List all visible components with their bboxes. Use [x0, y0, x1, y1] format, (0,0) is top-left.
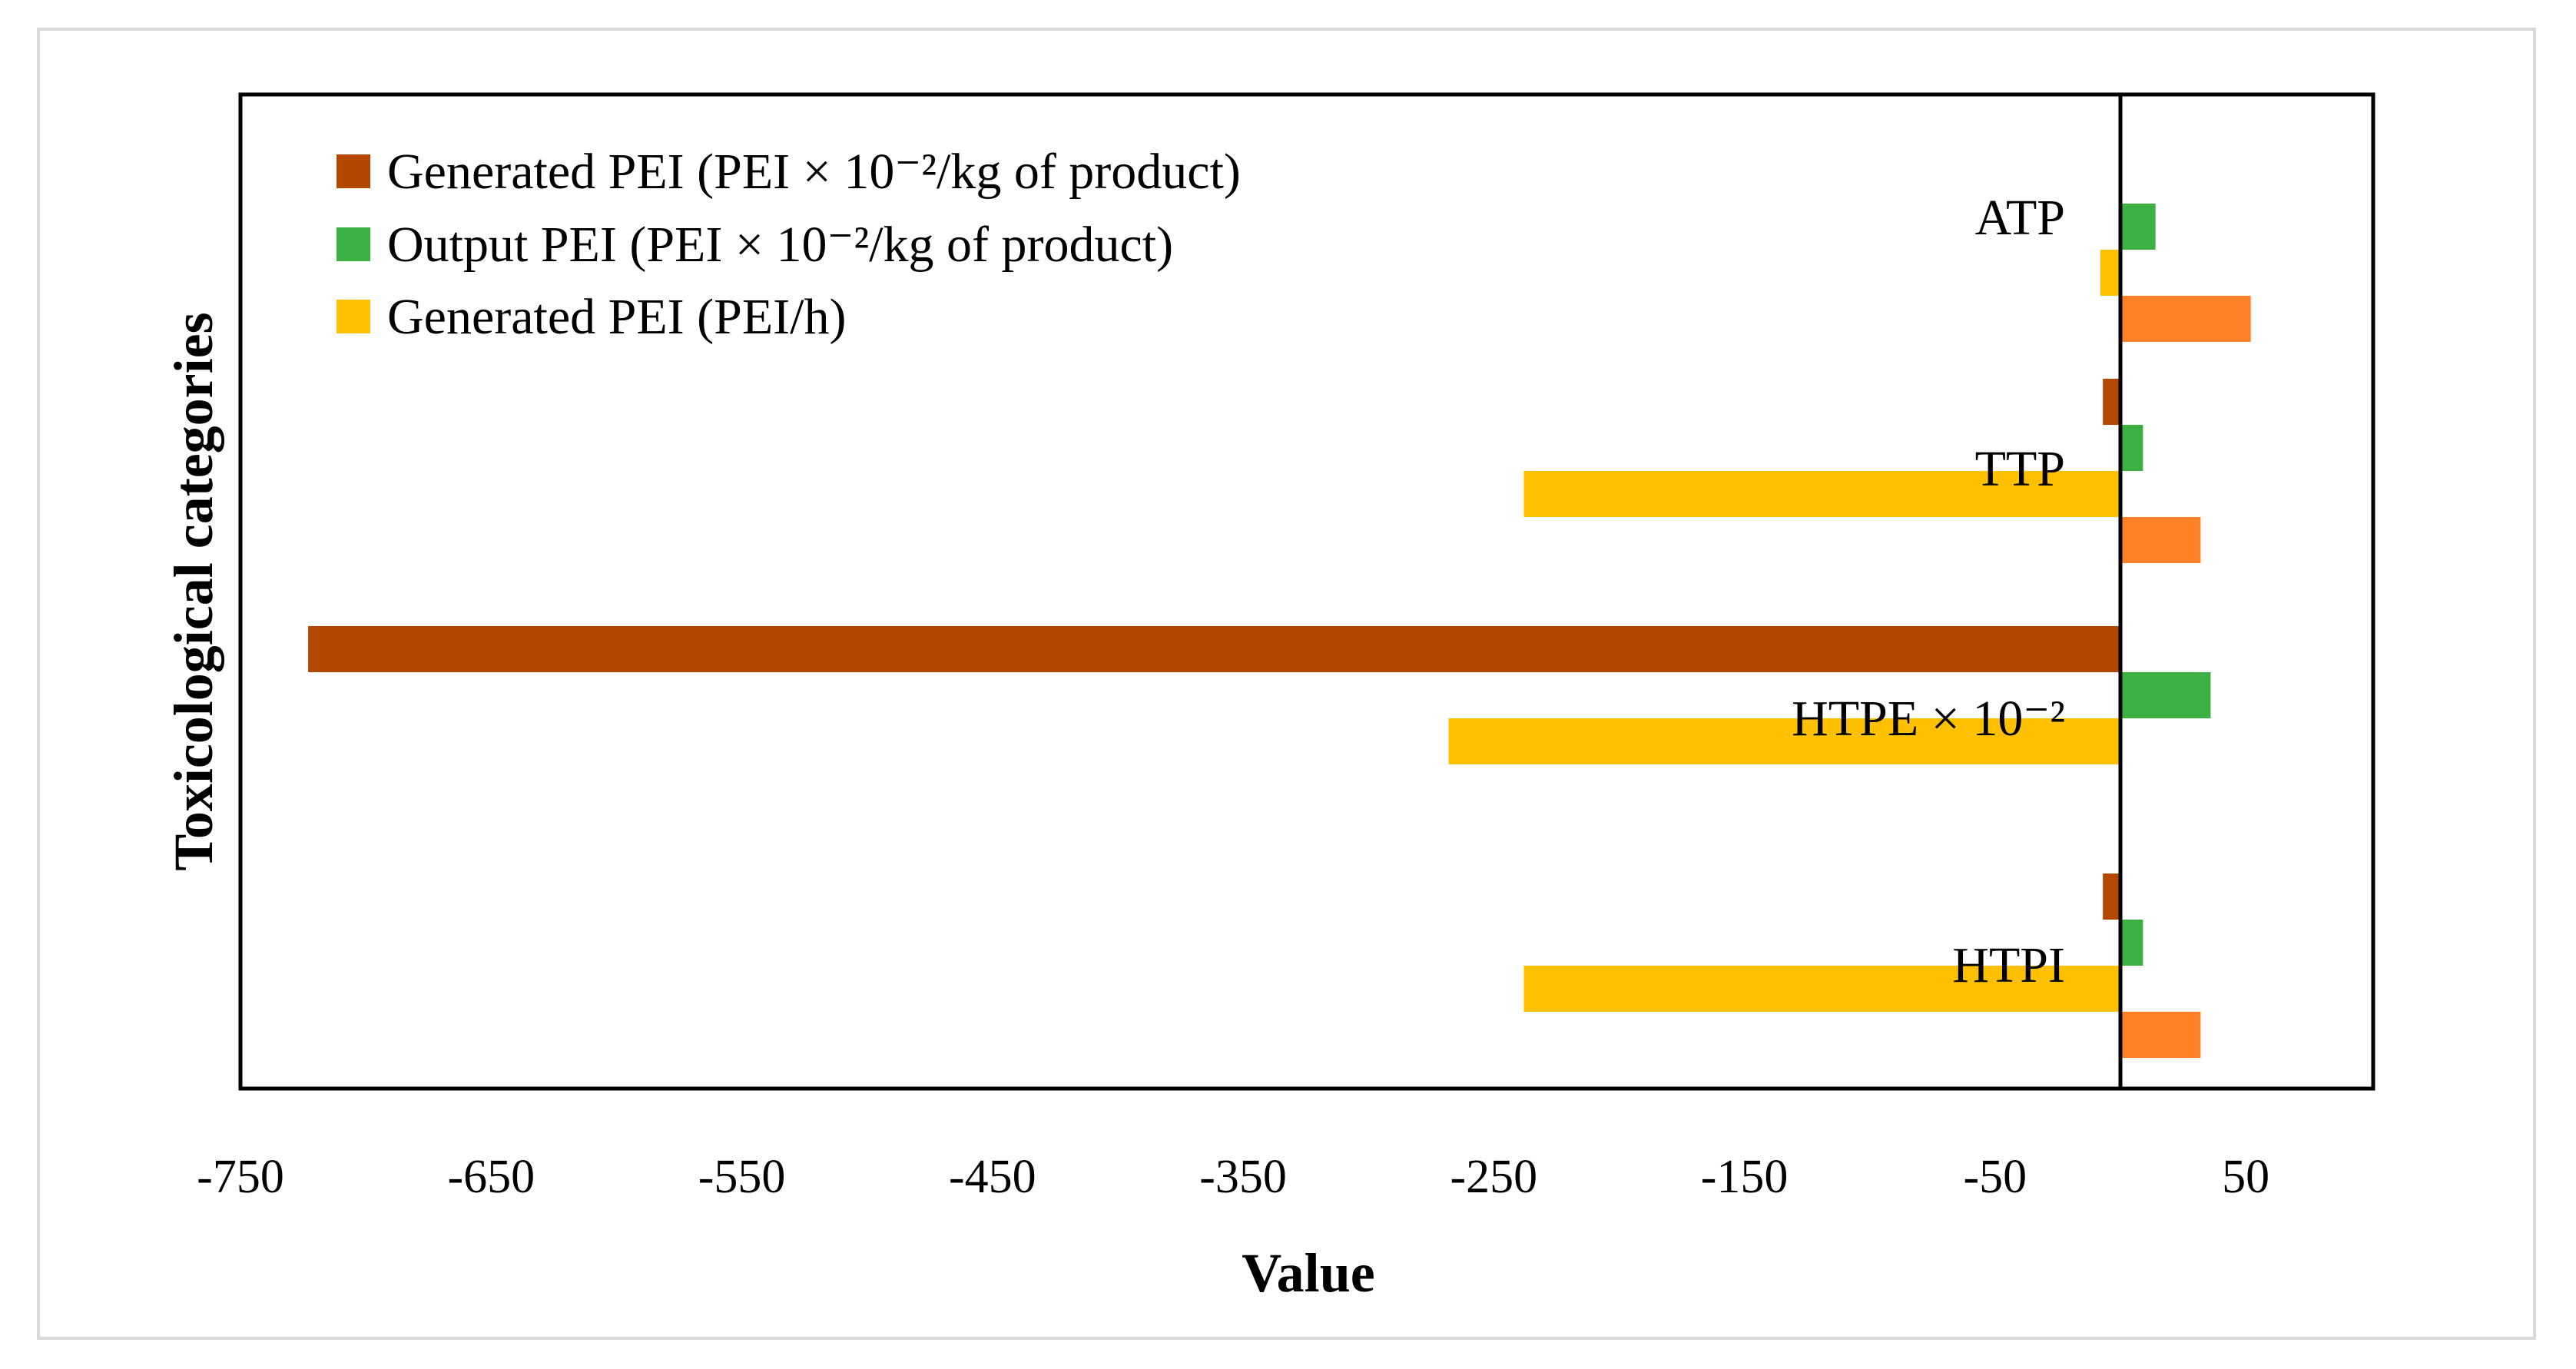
- bar-series4-2: [2120, 517, 2201, 563]
- bar-series2-4: [2120, 920, 2143, 966]
- bar-series1-2: [2103, 379, 2120, 425]
- x-tick-labels: -750 -650 -550 -450 -350 -250 -150 -50 50: [197, 1151, 2269, 1203]
- category-label: TTP: [1975, 441, 2065, 497]
- bar-series2-1: [2120, 204, 2156, 250]
- legend-label-series2: Output PEI (PEI × 10⁻²/kg of product): [387, 217, 1173, 273]
- bar-series1-4: [2103, 873, 2120, 920]
- bar-series3-2: [1523, 471, 2120, 517]
- x-tick-label: -350: [1199, 1151, 1287, 1203]
- bar-series3-3: [1448, 718, 2120, 764]
- legend-label-series1: Generated PEI (PEI × 10⁻²/kg of product): [387, 144, 1241, 200]
- category-labels: ATP TTP HTPE × 10⁻² HTPI: [1792, 190, 2065, 993]
- category-label: HTPI: [1952, 937, 2065, 993]
- x-tick-label: -750: [197, 1151, 284, 1203]
- bar-series3-1: [2100, 250, 2120, 296]
- x-tick-label: -550: [698, 1151, 786, 1203]
- x-tick-label: -150: [1701, 1151, 1789, 1203]
- x-tick-label: -50: [1964, 1151, 2027, 1203]
- bar-series3-4: [1523, 966, 2120, 1012]
- bar-series1-3: [308, 626, 2120, 672]
- bar-series4-1: [2120, 296, 2251, 342]
- x-tick-label: -450: [949, 1151, 1036, 1203]
- x-tick-label: -250: [1450, 1151, 1538, 1203]
- y-axis-label: Toxicological categories: [163, 312, 224, 870]
- figure-frame: [37, 28, 2536, 1340]
- legend-swatch-series1: [337, 154, 370, 188]
- bar-series2-3: [2120, 672, 2211, 718]
- bars-layer: [308, 204, 2251, 1058]
- category-label: ATP: [1975, 190, 2065, 246]
- bar-series4-4: [2120, 1012, 2201, 1058]
- legend-swatch-series2: [337, 227, 370, 261]
- plot-border: [238, 92, 2375, 1091]
- x-tick-label: 50: [2222, 1151, 2269, 1203]
- legend: Generated PEI (PEI × 10⁻²/kg of product)…: [337, 144, 1241, 345]
- bar-series2-2: [2120, 425, 2143, 471]
- category-label: HTPE × 10⁻²: [1792, 691, 2065, 747]
- legend-label-series3: Generated PEI (PEI/h): [387, 289, 846, 345]
- x-axis-label: Value: [1242, 1242, 1374, 1304]
- legend-swatch-series3: [337, 300, 370, 333]
- x-tick-label: -650: [447, 1151, 535, 1203]
